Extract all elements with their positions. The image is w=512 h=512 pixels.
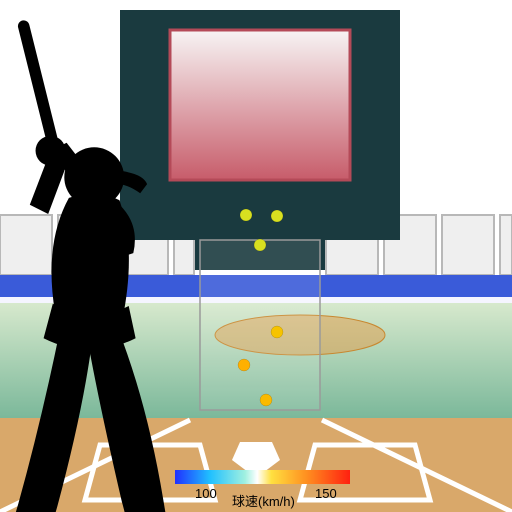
pitch-location-chart: 100 150 球速(km/h)	[0, 0, 512, 512]
pitch-marker	[271, 210, 283, 222]
pitch-marker	[254, 239, 266, 251]
chart-svg: 100 150 球速(km/h)	[0, 0, 512, 512]
pitch-marker	[271, 326, 283, 338]
pitch-marker	[238, 359, 250, 371]
pitch-marker	[260, 394, 272, 406]
legend-gradient-bar	[175, 470, 350, 484]
legend-label: 球速(km/h)	[232, 494, 295, 509]
legend-tick: 100	[195, 486, 217, 501]
strike-zone	[200, 240, 320, 410]
pitch-marker	[240, 209, 252, 221]
legend-tick: 150	[315, 486, 337, 501]
